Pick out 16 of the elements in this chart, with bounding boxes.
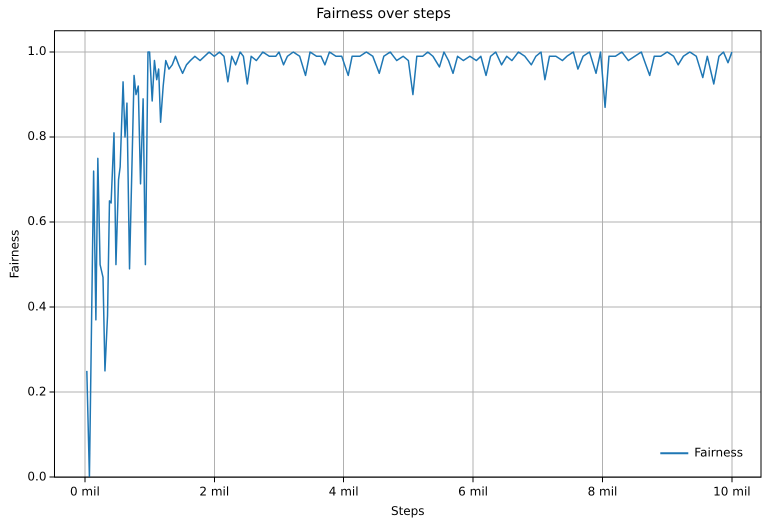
- x-axis-title: Steps: [390, 504, 425, 518]
- chart-title: Fairness over steps: [316, 6, 451, 22]
- x-tick-label: 0 mil: [70, 484, 100, 499]
- y-tick-label: 0.0: [27, 469, 46, 484]
- x-tick-label: 6 mil: [458, 484, 488, 499]
- y-tick-label: 0.6: [27, 214, 46, 228]
- x-tick-label: 8 mil: [588, 484, 618, 499]
- y-tick-label: 1.0: [27, 44, 46, 58]
- y-tick-label: 0.2: [27, 384, 46, 398]
- y-axis-title: Fairness: [7, 230, 22, 278]
- x-tick-label: 2 mil: [199, 484, 230, 499]
- x-tick-label: 10 mil: [713, 484, 751, 499]
- y-tick-label: 0.8: [27, 129, 46, 144]
- y-tick-label: 0.4: [27, 299, 46, 314]
- x-tick-label: 4 mil: [328, 484, 359, 499]
- legend-label: Fairness: [694, 445, 743, 460]
